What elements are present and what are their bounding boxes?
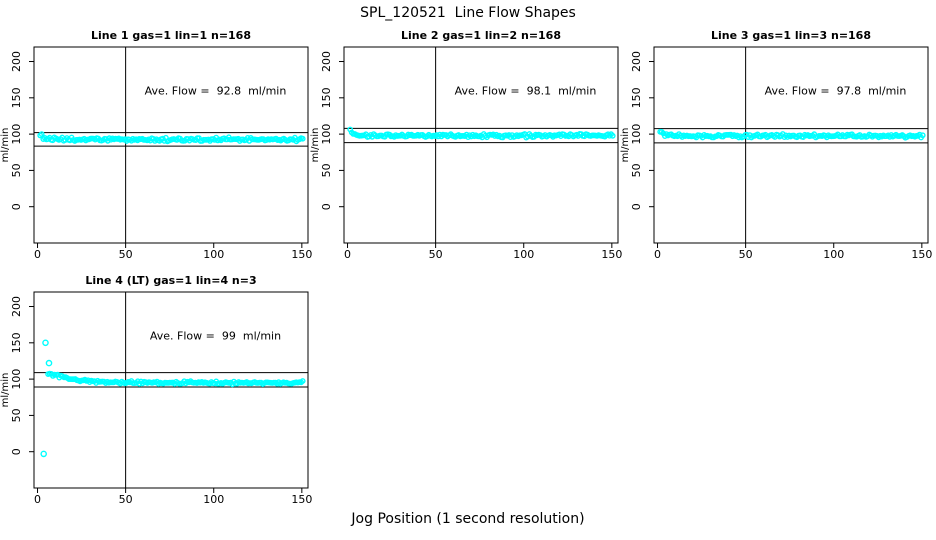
y-tick-label: 200 [10, 51, 23, 72]
plot-box [343, 46, 619, 244]
panel-2-plot: 0 50 100 150 0 50 100 150 200 ml/min Line 2 gas=1 … [310, 29, 622, 261]
panel-title: Line 3 gas=1 lin=3 n=168 [711, 29, 871, 42]
y-tick-label: 150 [320, 87, 333, 108]
x-tick-label: 100 [823, 248, 844, 261]
x-axis-caption: Jog Position (1 second resolution) [351, 511, 585, 527]
y-tick-label: 0 [320, 203, 333, 210]
plot-box [653, 46, 929, 244]
x-axis: 0 50 100 150 [34, 488, 312, 506]
y-tick-label: 50 [320, 163, 333, 177]
panel-1: 0 50 100 150 0 50 100 150 200 ml/min Line 1 gas=1 … [0, 20, 340, 270]
panel-4: 0 50 100 150 0 50 100 150 200 ml/min Line 4 (LT) g… [0, 265, 340, 515]
outlier-data-point [40, 450, 48, 458]
panel-4-plot: 0 50 100 150 0 50 100 150 200 ml/min Line 4 (LT) g… [0, 274, 312, 506]
outlier-data-point [42, 339, 49, 347]
y-tick-label: 0 [630, 203, 643, 210]
y-axis-label: ml/min [0, 373, 11, 408]
flow-data-point [299, 378, 306, 384]
y-tick-label: 200 [10, 296, 23, 317]
x-tick-label: 0 [344, 248, 351, 261]
x-tick-label: 150 [601, 248, 622, 261]
flow-data-point [609, 132, 616, 139]
avg-flow-annotation: Ave. Flow = 99 ml/min [150, 330, 281, 343]
x-axis: 0 50 100 150 [344, 243, 622, 261]
panel-3-plot: 0 50 100 150 0 50 100 150 200 ml/min Line 3 gas=1 … [620, 29, 932, 261]
reference-lines [654, 47, 928, 243]
y-tick-label: 100 [10, 124, 23, 145]
y-tick-label: 50 [630, 163, 643, 177]
panel-1-plot: 0 50 100 150 0 50 100 150 200 ml/min Line 1 gas=1 … [0, 29, 312, 261]
reference-lines [34, 47, 308, 243]
flow-data-point [919, 132, 926, 139]
plot-box [33, 291, 309, 489]
panel-2: 0 50 100 150 0 50 100 150 200 ml/min Line 2 gas=1 … [310, 20, 650, 270]
y-tick-label: 200 [320, 51, 333, 72]
x-tick-label: 50 [119, 493, 133, 506]
y-tick-label: 100 [320, 124, 333, 145]
y-tick-label: 150 [10, 332, 23, 353]
x-tick-label: 0 [654, 248, 661, 261]
y-tick-label: 50 [10, 408, 23, 422]
y-axis: 0 50 100 150 200 ml/min [620, 51, 654, 210]
x-tick-label: 50 [119, 248, 133, 261]
x-axis: 0 50 100 150 [654, 243, 932, 261]
scatter-points [37, 131, 306, 145]
x-tick-label: 150 [911, 248, 932, 261]
x-tick-label: 50 [739, 248, 753, 261]
avg-flow-annotation: Ave. Flow = 97.8 ml/min [765, 85, 907, 98]
x-tick-label: 50 [429, 248, 443, 261]
plot-box [33, 46, 309, 244]
avg-flow-annotation: Ave. Flow = 98.1 ml/min [455, 85, 597, 98]
x-tick-label: 150 [291, 248, 312, 261]
x-tick-label: 150 [291, 493, 312, 506]
scatter-points [347, 126, 616, 141]
y-axis-label: ml/min [310, 128, 321, 163]
scatter-points [657, 128, 926, 141]
avg-flow-annotation: Ave. Flow = 92.8 ml/min [145, 85, 287, 98]
panel-title: Line 4 (LT) gas=1 lin=4 n=3 [85, 274, 256, 287]
y-tick-label: 200 [630, 51, 643, 72]
scatter-points [40, 339, 306, 458]
y-axis: 0 50 100 150 200 ml/min [0, 51, 34, 210]
y-axis: 0 50 100 150 200 ml/min [310, 51, 344, 210]
x-tick-label: 100 [203, 493, 224, 506]
y-axis-label: ml/min [620, 128, 631, 163]
y-tick-label: 0 [10, 448, 23, 455]
x-tick-label: 100 [513, 248, 534, 261]
reference-lines [34, 292, 308, 488]
y-tick-label: 50 [10, 163, 23, 177]
panel-title: Line 2 gas=1 lin=2 n=168 [401, 29, 561, 42]
y-axis: 0 50 100 150 200 ml/min [0, 296, 34, 455]
y-tick-label: 150 [630, 87, 643, 108]
outlier-data-point [45, 359, 53, 367]
panel-title: Line 1 gas=1 lin=1 n=168 [91, 29, 251, 42]
x-axis: 0 50 100 150 [34, 243, 312, 261]
y-tick-label: 100 [10, 369, 23, 390]
panel-3: 0 50 100 150 0 50 100 150 200 ml/min Line 3 gas=1 … [620, 20, 936, 270]
figure-title: SPL_120521 Line Flow Shapes [360, 5, 576, 21]
y-tick-label: 0 [10, 203, 23, 210]
x-tick-label: 100 [203, 248, 224, 261]
x-tick-label: 0 [34, 493, 41, 506]
flow-data-point [38, 131, 45, 138]
y-tick-label: 100 [630, 124, 643, 145]
reference-lines [344, 47, 618, 243]
x-tick-label: 0 [34, 248, 41, 261]
y-tick-label: 150 [10, 87, 23, 108]
y-axis-label: ml/min [0, 128, 11, 163]
flow-data-point [299, 135, 306, 142]
